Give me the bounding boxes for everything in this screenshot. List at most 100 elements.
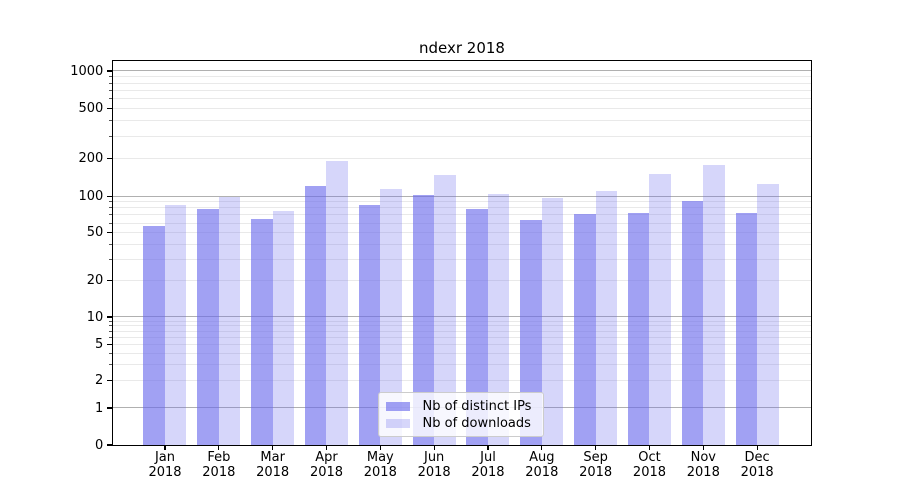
x-tick: [325, 446, 328, 451]
x-tick-label-year: 2018: [202, 464, 236, 480]
x-tick: [648, 446, 651, 451]
y-gridline-minor: [113, 232, 811, 234]
y-gridline-minor: [113, 207, 811, 209]
y-tick-label: 500: [78, 101, 104, 117]
y-tick-minor: [109, 82, 113, 84]
y-tick: [107, 343, 112, 345]
x-tick-label: Sep 2018: [564, 450, 628, 480]
bar-downloads: [757, 184, 779, 446]
legend-row: Nb of distinct IPs: [386, 398, 535, 415]
y-gridline-minor: [113, 343, 811, 345]
y-tick-minor: [109, 98, 113, 100]
y-tick-minor: [109, 325, 113, 327]
bar-downloads: [541, 197, 564, 446]
y-tick-minor: [109, 136, 113, 138]
y-gridline-minor: [113, 89, 811, 91]
y-gridline-minor: [113, 380, 811, 382]
x-tick-label-year: 2018: [148, 464, 182, 480]
bar-downloads: [703, 164, 725, 446]
y-tick-minor: [109, 89, 113, 91]
y-tick-minor: [109, 364, 113, 366]
y-gridline-minor: [113, 158, 811, 160]
y-gridline-minor: [113, 336, 811, 338]
y-tick-label: 5: [95, 336, 104, 352]
y-tick-label: 0: [95, 437, 104, 453]
x-tick: [164, 446, 166, 451]
y-tick-minor: [109, 76, 113, 78]
y-tick-minor: [109, 214, 113, 216]
x-tick-label-year: 2018: [632, 464, 667, 480]
y-tick: [107, 316, 112, 318]
x-tick-label-year: 2018: [579, 464, 613, 480]
y-gridline-minor: [113, 108, 811, 110]
y-gridline-minor: [113, 352, 811, 354]
x-tick-label: Jan 2018: [133, 450, 197, 480]
y-tick: [107, 407, 112, 409]
y-gridline-minor: [113, 76, 811, 78]
y-tick-minor: [109, 258, 113, 260]
bar-distinct-ips: [412, 195, 435, 446]
bar-downloads: [218, 197, 241, 446]
x-tick-label-month: Dec: [744, 450, 770, 465]
bar-distinct-ips: [358, 205, 381, 446]
x-tick-label: Dec 2018: [725, 450, 789, 480]
y-gridline-minor: [113, 82, 811, 84]
x-tick-label: Oct 2018: [617, 450, 681, 480]
bar-downloads: [595, 190, 618, 446]
y-gridline-minor: [113, 201, 811, 203]
bar-downloads: [380, 188, 402, 446]
y-gridline-minor: [113, 222, 811, 224]
legend: Nb of distinct IPs Nb of downloads: [378, 392, 544, 437]
y-gridline-minor: [113, 330, 811, 332]
y-tick-label: 1000: [70, 63, 104, 79]
y-tick-minor: [109, 207, 113, 209]
bar-downloads: [326, 160, 348, 446]
x-tick-label: Jul 2018: [456, 450, 520, 480]
y-tick-label: 10: [86, 309, 104, 325]
x-tick-label-year: 2018: [309, 464, 344, 480]
y-gridline-minor: [113, 320, 811, 322]
y-tick: [107, 157, 112, 160]
bar-downloads: [487, 194, 510, 446]
x-tick: [272, 446, 274, 451]
y-gridline-major: [113, 70, 811, 72]
x-tick-label-year: 2018: [471, 464, 505, 480]
bar-distinct-ips: [681, 201, 704, 446]
y-tick-minor: [109, 201, 113, 203]
bar-distinct-ips: [627, 212, 650, 446]
chart-title: ndexr 2018: [419, 39, 505, 57]
x-tick-label: Feb 2018: [187, 450, 251, 480]
y-tick-minor: [109, 336, 113, 338]
x-tick: [541, 446, 543, 451]
x-tick-label-month: May: [366, 450, 394, 465]
y-gridline-minor: [113, 280, 811, 282]
y-gridline-minor: [113, 325, 811, 327]
y-tick: [107, 444, 112, 446]
y-gridline-minor: [113, 258, 811, 260]
legend-label-downloads: Nb of downloads: [422, 416, 531, 431]
x-tick-label: May 2018: [348, 450, 412, 480]
x-tick: [218, 446, 220, 451]
plot-area: [113, 60, 811, 446]
x-tick-label-month: Jan: [154, 450, 176, 465]
x-tick-label: Aug 2018: [510, 450, 574, 480]
y-tick: [107, 195, 112, 197]
x-tick-label-year: 2018: [363, 464, 397, 480]
y-tick: [107, 280, 112, 282]
y-gridline-minor: [113, 136, 811, 137]
y-tick: [107, 232, 112, 234]
x-tick-label-year: 2018: [417, 464, 451, 480]
y-gridline-major: [113, 316, 811, 318]
x-tick-label-year: 2018: [740, 464, 774, 480]
x-tick: [379, 446, 381, 451]
x-tick-label-month: Jul: [480, 450, 496, 465]
y-tick-label: 200: [78, 151, 104, 167]
bar-distinct-ips: [735, 212, 758, 446]
bar-distinct-ips: [143, 225, 165, 446]
y-tick: [107, 380, 112, 382]
bar-distinct-ips: [520, 219, 542, 446]
x-tick-label-month: Apr: [315, 450, 338, 465]
x-tick-label: Nov 2018: [671, 450, 735, 480]
y-gridline-major: [113, 195, 811, 197]
